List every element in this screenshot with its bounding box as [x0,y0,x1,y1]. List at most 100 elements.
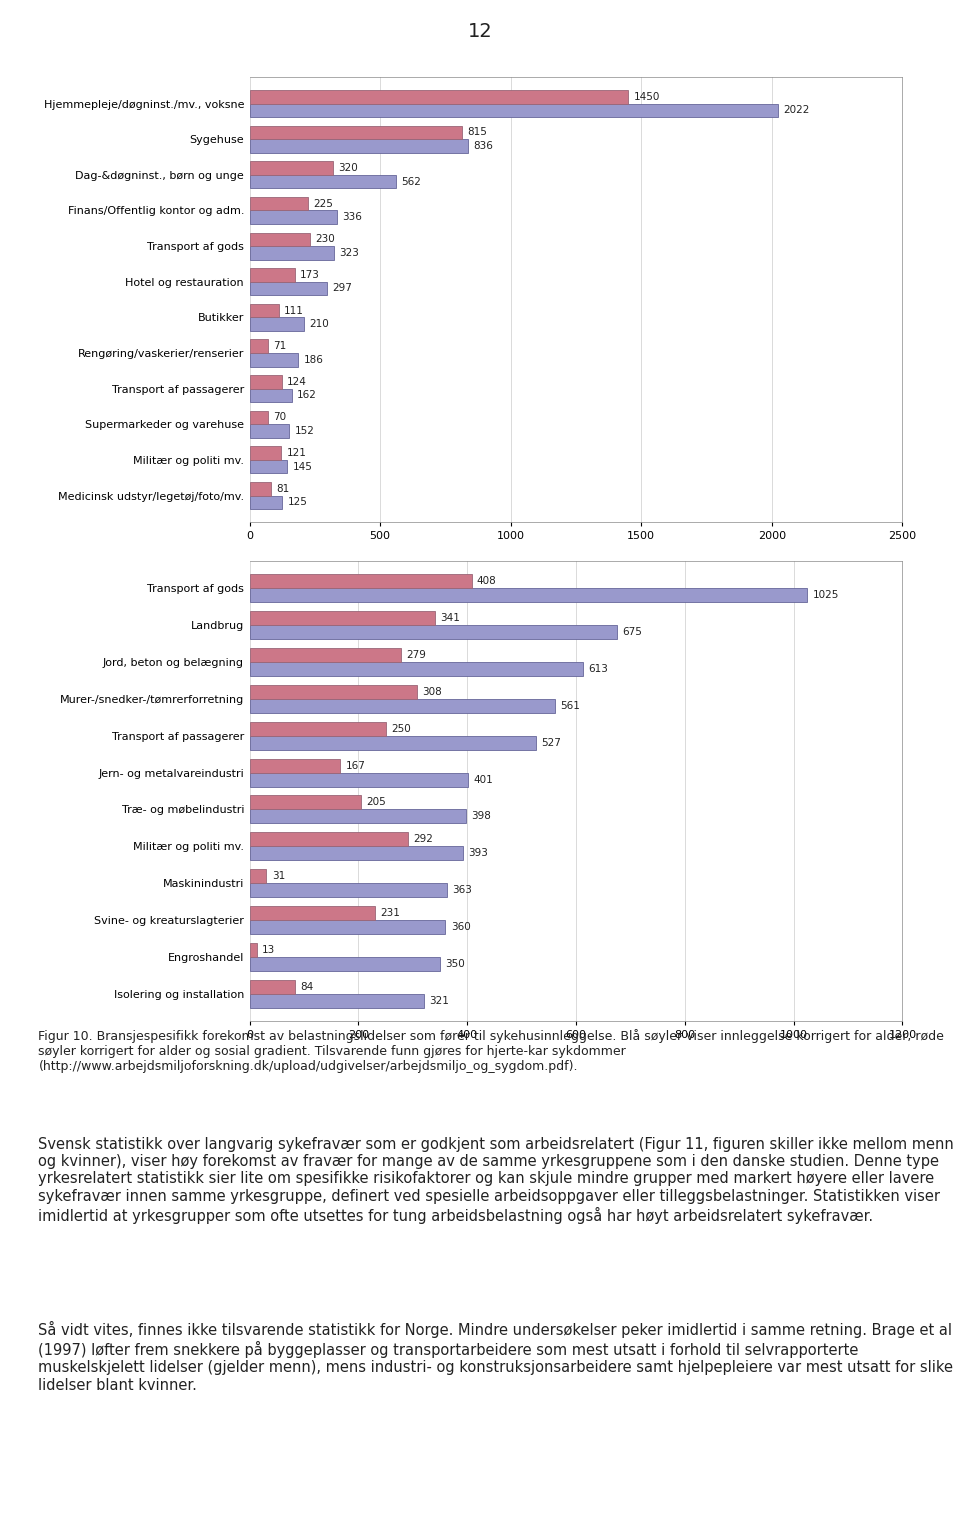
Text: 527: 527 [541,737,562,748]
Text: 70: 70 [273,413,286,422]
Bar [250,625,617,639]
Text: 308: 308 [422,687,443,697]
Text: Figur 10. Bransjespesifikk forekomst av belastningslidelser som fører til sykehu: Figur 10. Bransjespesifikk forekomst av … [38,1029,945,1074]
Bar [250,246,334,260]
Text: 124: 124 [287,376,307,387]
Text: 230: 230 [315,235,335,244]
Text: 562: 562 [401,177,421,186]
Bar [250,796,361,809]
Text: 111: 111 [284,306,303,315]
Bar [250,773,468,786]
Text: 210: 210 [310,319,329,329]
Bar [250,210,337,224]
Bar [250,809,467,823]
Text: 231: 231 [380,908,400,919]
Bar [250,281,327,295]
Bar [250,353,299,367]
Bar [250,846,464,860]
Bar [250,496,282,508]
Bar [250,722,386,736]
Bar [250,482,271,496]
Bar [250,648,401,662]
Bar [250,140,468,152]
Text: 1025: 1025 [812,590,839,601]
Text: 279: 279 [407,650,426,660]
Text: 336: 336 [343,212,363,223]
Bar [250,869,267,883]
Bar [250,906,375,920]
Text: 125: 125 [287,498,307,507]
Bar [250,574,471,588]
Bar [250,980,296,994]
Text: 836: 836 [473,141,493,151]
Text: 250: 250 [391,723,411,734]
Bar [250,126,463,140]
Bar [250,611,435,625]
Bar [250,197,308,210]
Bar [250,447,281,459]
Bar [250,424,289,438]
Text: 360: 360 [450,922,470,932]
Text: 1450: 1450 [634,92,660,101]
Text: 363: 363 [452,885,472,895]
Bar [250,103,778,117]
Text: 12: 12 [468,22,492,41]
Text: 675: 675 [622,627,642,637]
Bar [250,920,445,934]
Bar [250,685,418,699]
Bar [250,175,396,189]
Bar [250,91,628,103]
Text: 341: 341 [441,613,460,624]
Bar [250,339,268,353]
Text: 297: 297 [332,284,352,293]
Text: 393: 393 [468,848,489,859]
Text: Svensk statistikk over langvarig sykefravær som er godkjent som arbeidsrelatert : Svensk statistikk over langvarig sykefra… [38,1137,954,1224]
Bar [250,662,583,676]
Text: 408: 408 [477,576,496,587]
Bar [250,375,282,389]
Bar [250,410,268,424]
Text: 121: 121 [286,449,306,458]
Text: 84: 84 [300,982,314,992]
Bar [250,833,408,846]
Text: 71: 71 [274,341,287,352]
Text: 31: 31 [272,871,285,882]
Bar [250,699,555,713]
Bar [250,957,440,971]
Text: 13: 13 [262,945,276,955]
Bar [250,759,341,773]
Text: 173: 173 [300,270,320,280]
Text: 398: 398 [471,811,492,822]
Bar [250,269,295,281]
Text: 613: 613 [588,664,609,674]
Text: 320: 320 [338,163,358,174]
Bar [250,318,304,330]
Text: 81: 81 [276,484,289,493]
Text: 2022: 2022 [782,106,809,115]
Bar [250,736,537,750]
Text: 145: 145 [293,462,313,472]
Text: 292: 292 [414,834,434,845]
Text: 561: 561 [560,700,580,711]
Text: Så vidt vites, finnes ikke tilsvarende statistikk for Norge. Mindre undersøkelse: Så vidt vites, finnes ikke tilsvarende s… [38,1321,953,1393]
Text: 162: 162 [298,390,317,401]
Bar [250,588,807,602]
Text: 323: 323 [339,247,359,258]
Text: 205: 205 [367,797,386,808]
Bar [250,232,310,246]
Bar [250,161,333,175]
Text: 167: 167 [346,760,366,771]
Bar [250,883,447,897]
Bar [250,304,278,318]
Text: 152: 152 [295,425,314,436]
Bar [250,459,287,473]
Bar [250,994,424,1008]
Text: 225: 225 [314,198,333,209]
Text: 186: 186 [303,355,324,364]
Text: 815: 815 [468,127,488,137]
Text: 350: 350 [445,958,465,969]
Bar [250,943,256,957]
Text: 321: 321 [429,995,449,1006]
Text: 401: 401 [473,774,492,785]
Bar [250,389,292,402]
